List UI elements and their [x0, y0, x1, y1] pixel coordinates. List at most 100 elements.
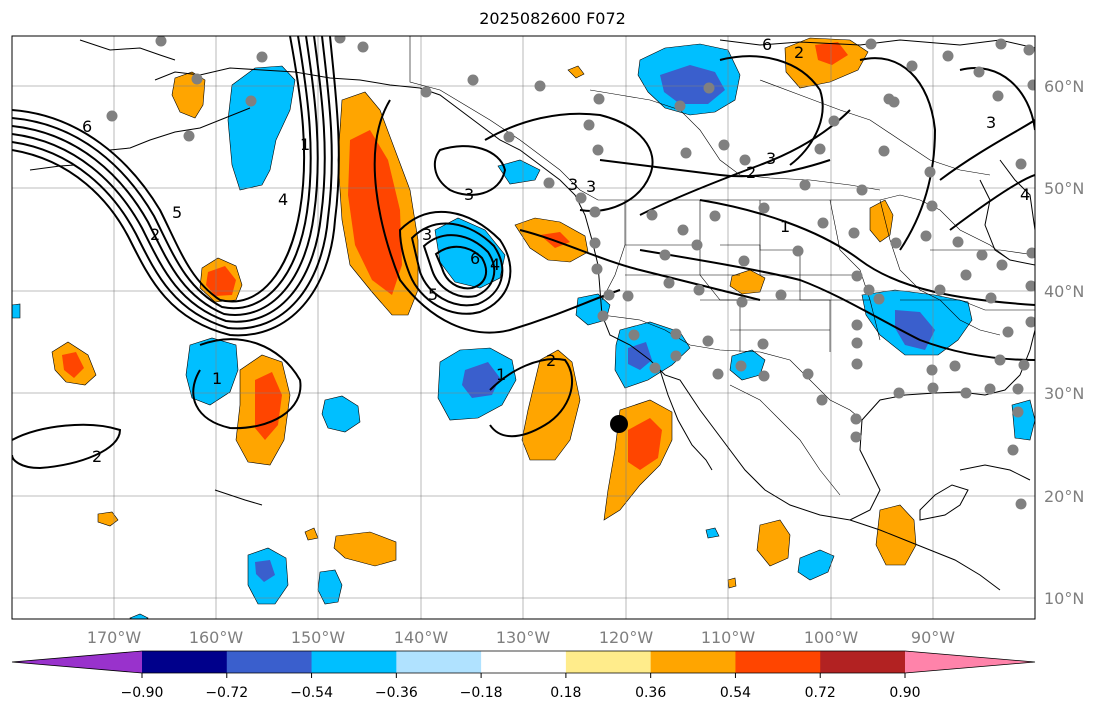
station-marker: [996, 259, 1008, 271]
colorbar-tick-label: 0.18: [550, 685, 581, 701]
station-marker: [593, 93, 605, 105]
contour-label-group: 6 5 2 1 4 3 3 3 3 6 4 5 2 1 1 2 2 3 1 2 …: [82, 35, 1030, 466]
station-marker: [802, 368, 814, 380]
colorbar-tick-label: −0.72: [205, 685, 248, 701]
map-frame: [11, 35, 1036, 620]
colorbar-tick-label: −0.18: [460, 685, 503, 701]
station-marker: [592, 144, 604, 156]
contour-label: 1: [496, 365, 506, 384]
station-marker: [926, 364, 938, 376]
station-marker: [816, 394, 828, 406]
station-marker: [792, 245, 804, 257]
lat-tick-label: 40°N: [1044, 282, 1084, 301]
lat-tick-label: 10°N: [1044, 589, 1084, 608]
contour-label: 2: [746, 163, 756, 182]
colorbar-segment: [226, 651, 313, 673]
station-marker: [659, 249, 671, 261]
colorbar-segment: [735, 651, 821, 673]
colorbar-segment: [820, 651, 906, 673]
contour-label: 1: [780, 217, 790, 236]
lon-tick-labels: 170°W 160°W 150°W 140°W 130°W 120°W 110°…: [87, 628, 955, 647]
station-marker: [735, 360, 747, 372]
contour-label: 3: [986, 113, 996, 132]
station-marker: [850, 431, 862, 443]
colorbar-segment: [481, 651, 567, 673]
station-marker: [799, 179, 811, 191]
negative-anomaly-fields: [12, 43, 1035, 619]
lon-tick-label: 170°W: [87, 628, 142, 647]
station-marker: [622, 290, 634, 302]
station-marker: [851, 358, 863, 370]
station-marker: [863, 284, 875, 296]
map-title: 2025082600 F072: [479, 9, 626, 28]
station-marker: [693, 284, 705, 296]
station-marker: [575, 192, 587, 204]
station-marker: [775, 289, 787, 301]
colorbar-extend-high: [905, 651, 1035, 673]
station-marker: [851, 337, 863, 349]
contour-label: 6: [762, 35, 772, 54]
station-marker: [856, 184, 868, 196]
station-marker: [677, 224, 689, 236]
map-area: [12, 36, 1035, 619]
lat-tick-label: 50°N: [1044, 179, 1084, 198]
contour-label: 1: [212, 369, 222, 388]
contour-label: 4: [278, 190, 288, 209]
station-marker: [934, 284, 946, 296]
colorbar-extend-low: [12, 651, 142, 673]
colorbar-segment: [565, 651, 652, 673]
colorbar-tick-labels: −0.90 −0.72 −0.54 −0.36 −0.18 0.18 0.36 0.54 0.7…: [121, 673, 921, 701]
colorbar-tick-label: 0.90: [889, 685, 920, 701]
station-marker: [534, 80, 546, 92]
colorbar-segment: [142, 651, 228, 673]
station-marker: [814, 143, 826, 155]
colorbar-tick-label: −0.36: [375, 685, 418, 701]
station-marker: [467, 74, 479, 86]
station-marker: [597, 310, 609, 322]
colorbar-segment: [396, 651, 482, 673]
station-marker: [702, 335, 714, 347]
contour-label: 6: [470, 249, 480, 268]
station-marker: [1025, 316, 1035, 328]
station-marker: [992, 90, 1004, 102]
station-marker: [603, 289, 615, 301]
contour-label: 3: [568, 175, 578, 194]
station-marker: [828, 115, 840, 127]
colorbar-tick-label: −0.54: [290, 685, 333, 701]
station-marker: [1012, 406, 1024, 418]
contour-label: 1: [300, 135, 310, 154]
station-marker: [334, 36, 346, 44]
station-marker: [589, 237, 601, 249]
lon-tick-label: 160°W: [189, 628, 244, 647]
station-marker: [589, 206, 601, 218]
station-marker: [942, 50, 954, 62]
station-marker: [924, 166, 936, 178]
colorbar-tick-label: 0.72: [805, 685, 836, 701]
station-marker: [1023, 44, 1035, 56]
colorbar-tick-label: −0.90: [121, 685, 164, 701]
station-marker: [906, 60, 918, 72]
contour-label: 2: [546, 351, 556, 370]
station-marker: [758, 370, 770, 382]
contour-label: 2: [794, 43, 804, 62]
lat-tick-label: 60°N: [1044, 77, 1084, 96]
station-marker: [1002, 326, 1014, 338]
station-marker: [926, 200, 938, 212]
contour-label: 3: [422, 225, 432, 244]
station-marker: [1007, 444, 1019, 456]
station-marker: [674, 100, 686, 112]
station-marker: [709, 210, 721, 222]
station-marker: [420, 86, 432, 98]
station-marker: [952, 236, 964, 248]
station-marker: [890, 237, 902, 249]
station-marker: [543, 177, 555, 189]
station-marker: [851, 270, 863, 282]
station-marker: [663, 277, 675, 289]
station-marker: [865, 38, 877, 50]
station-marker: [670, 328, 682, 340]
station-marker: [757, 338, 769, 350]
station-marker: [670, 350, 682, 362]
station-marker: [995, 38, 1007, 50]
station-marker: [191, 73, 203, 85]
